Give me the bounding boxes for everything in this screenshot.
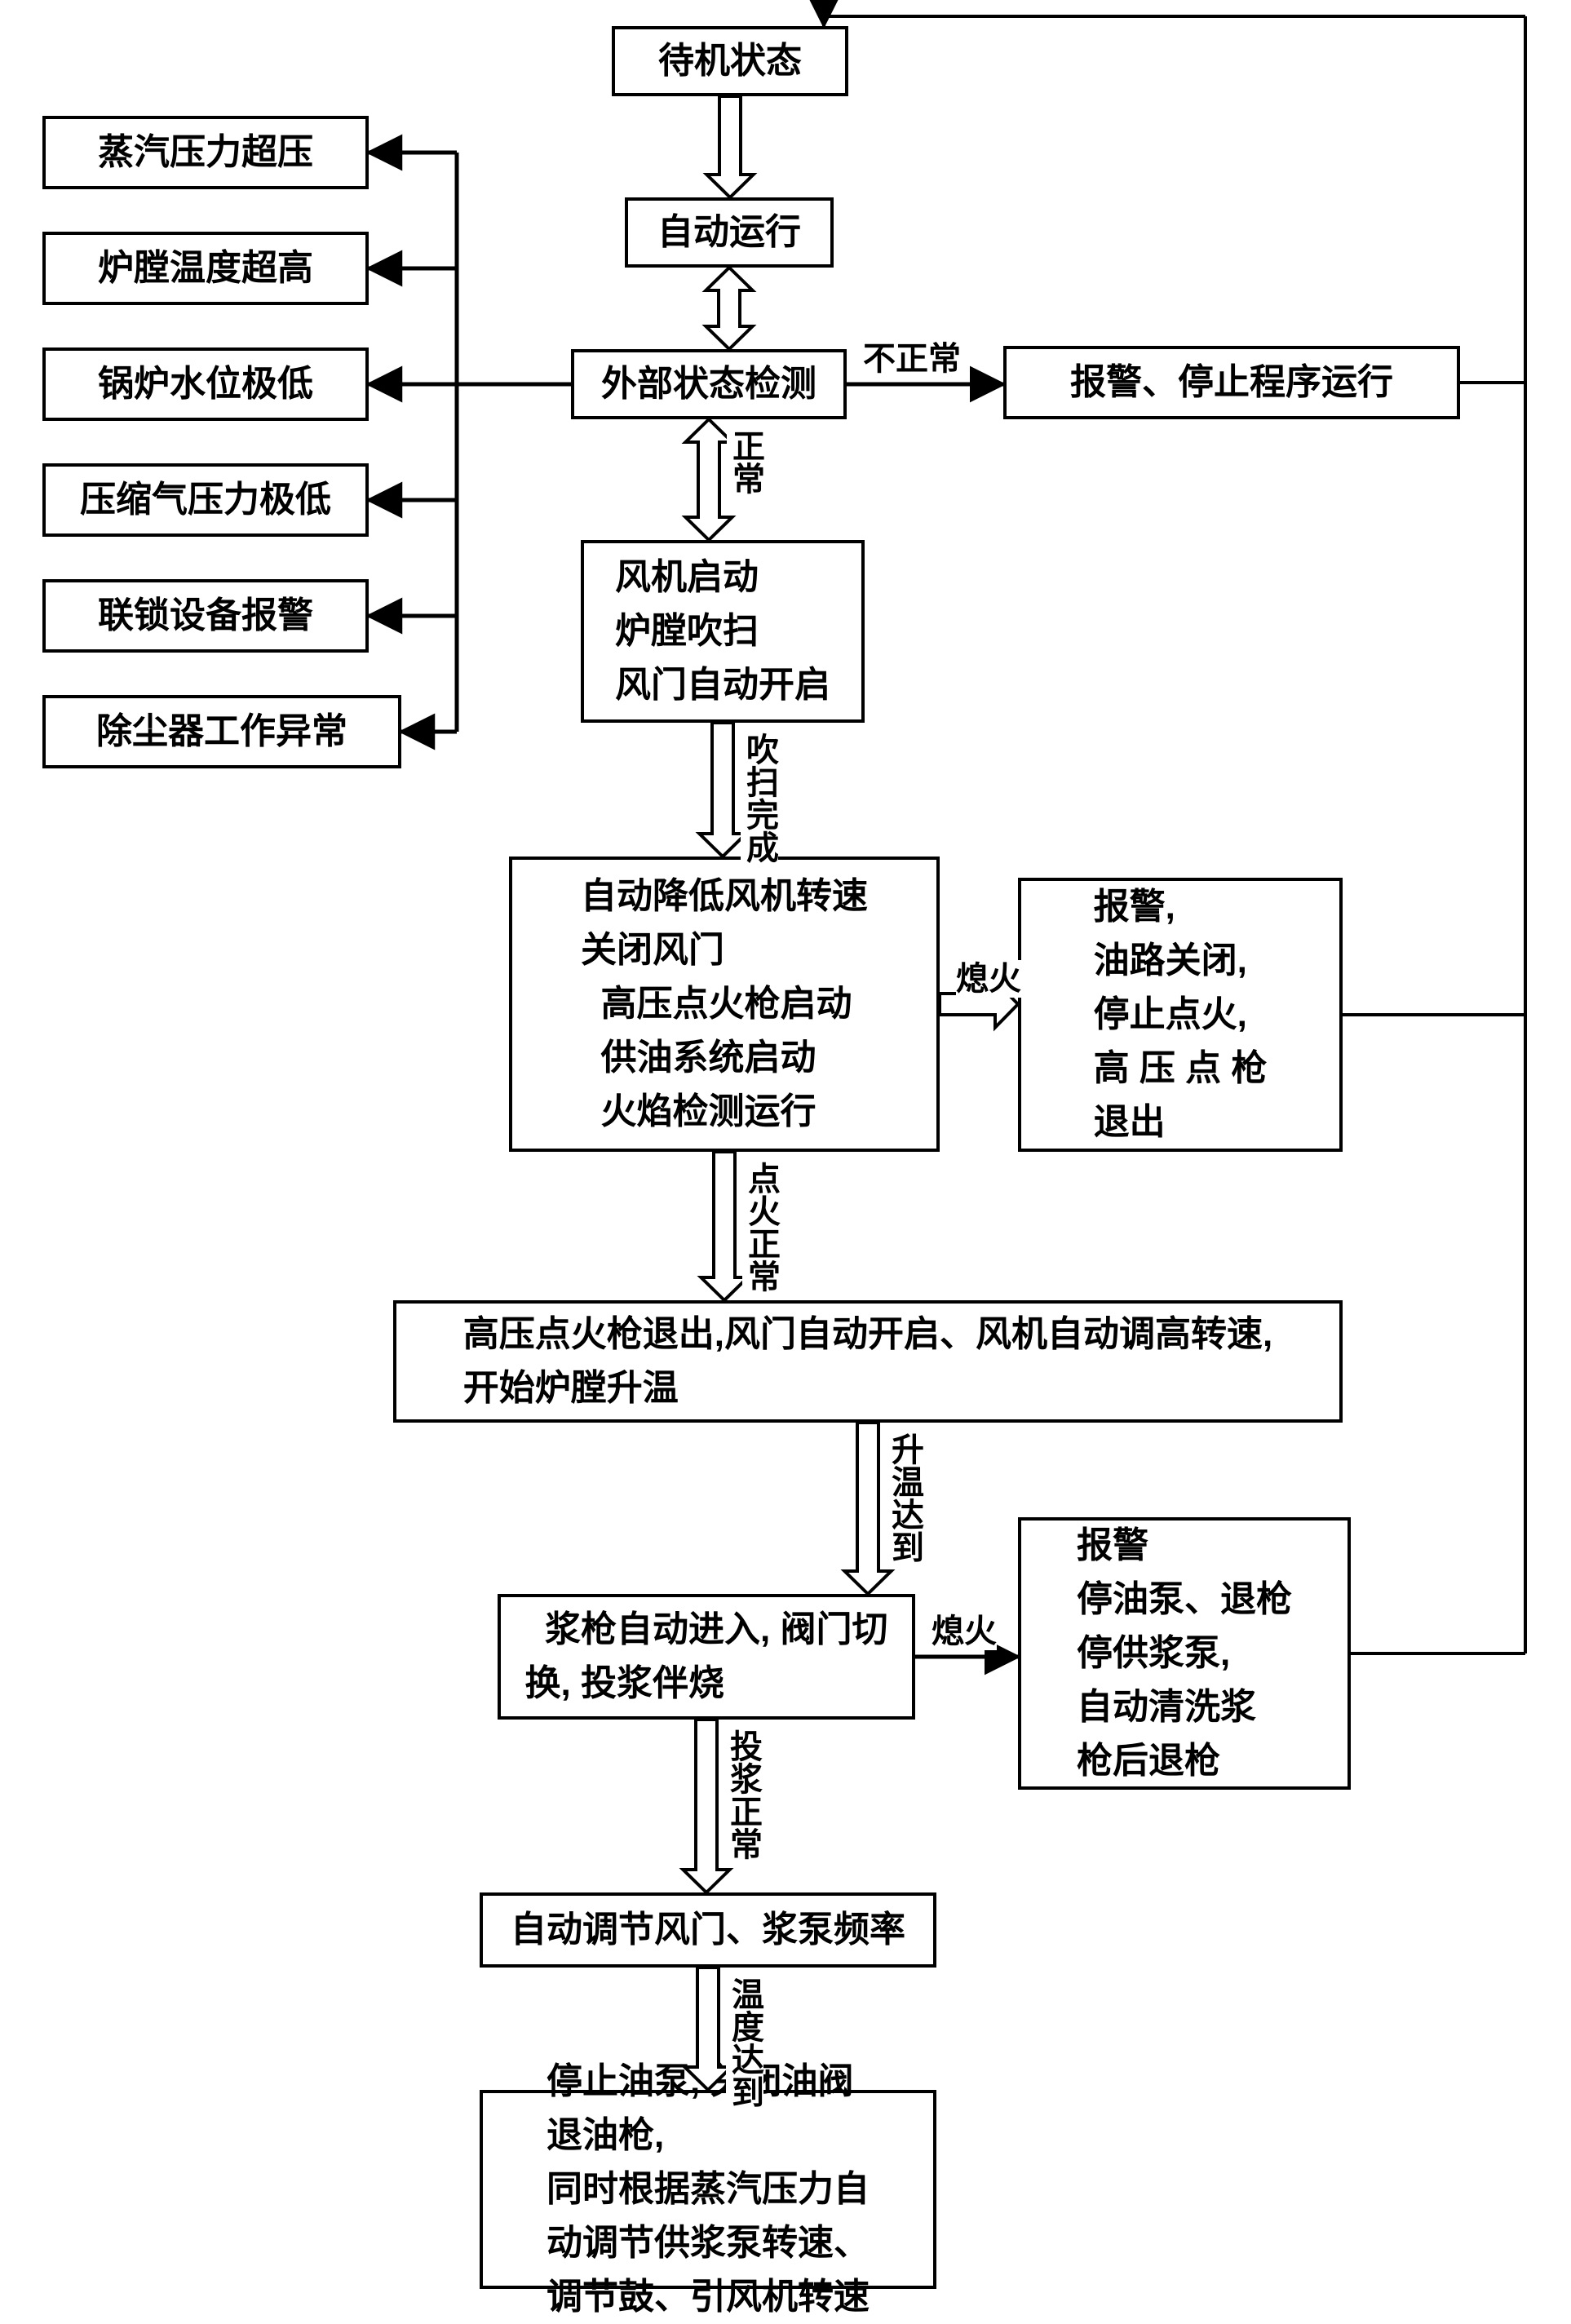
flow-node-label: 自动运行: [657, 206, 801, 259]
flow-node-label: 自动调节风门、浆泵频率: [511, 1903, 905, 1957]
flow-node-label: 高压点火枪退出,风门自动开启、风机自动调高转速, 开始炉膛升温: [463, 1308, 1272, 1415]
edge-label: 正常: [727, 429, 764, 494]
flow-node-n_dust_abn: 除尘器工作异常: [42, 695, 401, 768]
flow-node-n_standby: 待机状态: [612, 26, 848, 96]
edge-label: 不正常: [863, 340, 961, 378]
flow-node-label: 报警 停油泵、退枪 停供浆泵, 自动清洗浆 枪后退枪: [1077, 1519, 1292, 1788]
flow-node-n_alarm_slurry: 报警 停油泵、退枪 停供浆泵, 自动清洗浆 枪后退枪: [1018, 1517, 1351, 1790]
flow-node-n_auto_adjust: 自动调节风门、浆泵频率: [480, 1892, 936, 1968]
flow-node-n_fan_start: 风机启动 炉膛吹扫 风门自动开启: [581, 540, 865, 723]
flow-node-n_heatup: 高压点火枪退出,风门自动开启、风机自动调高转速, 开始炉膛升温: [393, 1300, 1343, 1423]
flow-node-n_alarm_stop: 报警、停止程序运行: [1003, 346, 1460, 419]
flow-node-label: 蒸汽压力超压: [98, 126, 313, 179]
flow-node-n_final: 停止油泵, 关闭油阀 退油枪, 同时根据蒸汽压力自 动调节供浆泵转速、 调节鼓、…: [480, 2090, 936, 2289]
flow-node-label: 停止油泵, 关闭油阀 退油枪, 同时根据蒸汽压力自 动调节供浆泵转速、 调节鼓、…: [547, 2055, 870, 2324]
flow-node-label: 压缩气压力极低: [80, 473, 331, 527]
flowchart-canvas: 待机状态自动运行外部状态检测 蒸汽压力超压炉膛温度超高锅炉水位极低压缩气压力极低联…: [0, 0, 1571, 2291]
flow-node-n_alarm_oil: 报警, 油路关闭, 停止点火, 高 压 点 枪 退出: [1018, 878, 1343, 1152]
flow-node-label: 浆枪自动进入, 阀门切 换, 投浆伴烧: [525, 1603, 888, 1711]
flow-node-n_interlock: 联锁设备报警: [42, 579, 369, 653]
edge-label: 投浆正常: [724, 1729, 762, 1860]
flow-node-n_air_low: 压缩气压力极低: [42, 463, 369, 537]
flow-node-n_water_low: 锅炉水位极低: [42, 347, 369, 421]
flow-node-label: 自动降低风机转速 关闭风门 高压点火枪启动 供油系统启动 火焰检测运行: [581, 870, 868, 1139]
flow-node-n_ext_check: 外部状态检测: [571, 349, 847, 419]
edge-label: 升温达到: [886, 1432, 923, 1563]
flow-node-label: 风机启动 炉膛吹扫 风门自动开启: [615, 551, 830, 712]
flow-node-label: 外部状态检测: [601, 357, 816, 411]
flow-node-n_temp_over: 炉膛温度超高: [42, 232, 369, 305]
flow-node-n_steam_over: 蒸汽压力超压: [42, 116, 369, 189]
edge-label: 温度达到: [726, 1977, 763, 2108]
edge-label: 熄火: [956, 960, 1021, 998]
edge-label: 点火正常: [742, 1162, 780, 1292]
flow-node-n_auto_run: 自动运行: [625, 197, 834, 268]
edge-label: 熄火: [932, 1613, 997, 1650]
flow-node-label: 报警、停止程序运行: [1070, 356, 1393, 409]
flow-node-label: 除尘器工作异常: [96, 705, 347, 759]
flow-node-n_slurry_in: 浆枪自动进入, 阀门切 换, 投浆伴烧: [498, 1594, 915, 1720]
flow-node-label: 报警, 油路关闭, 停止点火, 高 压 点 枪 退出: [1094, 880, 1268, 1149]
flow-node-label: 联锁设备报警: [98, 589, 313, 643]
flow-node-label: 炉膛温度超高: [98, 241, 313, 295]
flow-node-label: 锅炉水位极低: [98, 357, 313, 411]
flow-node-n_ignite: 自动降低风机转速 关闭风门 高压点火枪启动 供油系统启动 火焰检测运行: [509, 857, 940, 1152]
flow-node-label: 待机状态: [658, 34, 802, 88]
edge-label: 吹扫完成: [741, 733, 778, 863]
